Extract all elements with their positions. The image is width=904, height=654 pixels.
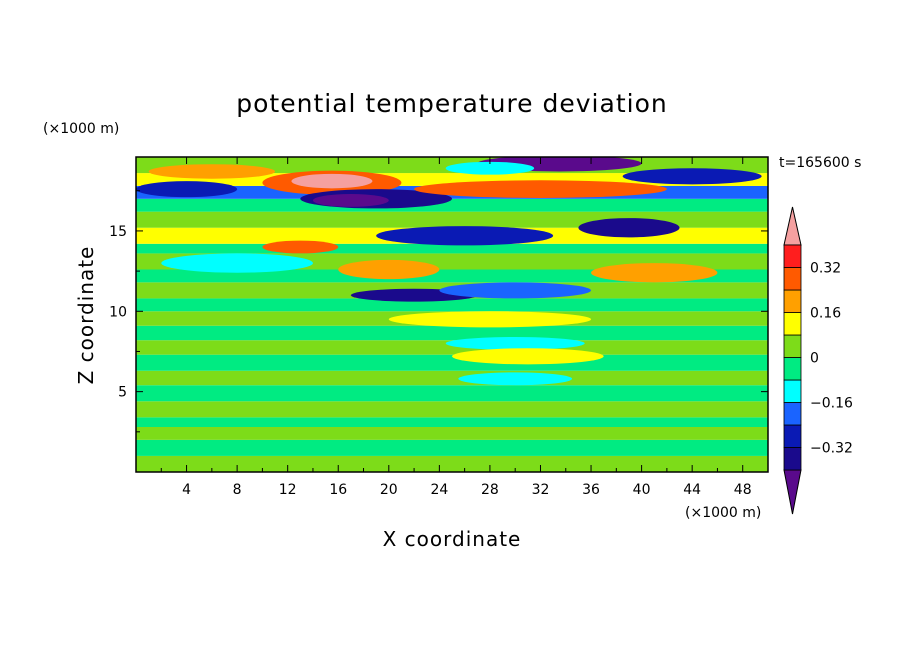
contour-band-11 xyxy=(136,298,768,312)
x-axis-unit: (×1000 m) xyxy=(685,505,761,521)
x-tick-label-44: 44 xyxy=(683,482,701,498)
x-tick-label-48: 48 xyxy=(734,482,752,498)
colorbar-tick-label-4: −0.32 xyxy=(810,441,853,457)
colorbar-swatch-3 xyxy=(783,379,802,403)
contour-feature-12 xyxy=(262,240,339,254)
x-tick-label-8: 8 xyxy=(233,482,242,498)
colorbar-swatch-6 xyxy=(783,312,802,336)
colorbar-tick-label-3: −0.16 xyxy=(810,396,853,412)
x-axis: 4 8 12 16 20 24 28 32 36 40 44 48 xyxy=(160,157,752,498)
y-tick-label-5: 5 xyxy=(118,385,127,401)
contour-feature-11 xyxy=(578,218,680,238)
colorbar-swatch-0 xyxy=(783,447,802,471)
x-tick-label-24: 24 xyxy=(430,482,448,498)
colorbar: 0.32 0.16 0 −0.16 −0.32 xyxy=(783,206,853,515)
y-axis: 5 10 15 xyxy=(109,190,768,433)
x-tick-label-12: 12 xyxy=(279,482,297,498)
y-tick-label-15: 15 xyxy=(109,224,127,240)
contour-feature-13 xyxy=(338,259,440,280)
y-axis-unit: (×1000 m) xyxy=(43,121,119,137)
y-axis-label: Z coordinate xyxy=(74,246,98,385)
time-label: t=165600 s xyxy=(779,155,861,171)
contour-feature-18 xyxy=(445,337,585,350)
contour-feature-7 xyxy=(414,180,667,198)
contour-feature-14 xyxy=(591,263,718,283)
contour-feature-1 xyxy=(291,173,373,189)
plot-frame xyxy=(135,156,769,473)
contour-feature-19 xyxy=(452,348,604,365)
contour-feature-8 xyxy=(622,168,762,185)
contour-band-0 xyxy=(136,455,768,472)
contour-band-18 xyxy=(136,198,768,212)
colorbar-tick-label-0: 0.32 xyxy=(810,261,841,277)
colorbar-swatch-2 xyxy=(783,402,802,426)
x-axis-label: X coordinate xyxy=(383,527,522,551)
contour-band-9 xyxy=(136,325,768,341)
contour-feature-17 xyxy=(439,282,592,299)
contour-feature-15 xyxy=(161,253,313,273)
contour-band-7 xyxy=(136,354,768,371)
contour-band-2 xyxy=(136,427,768,440)
x-tick-label-4: 4 xyxy=(182,482,191,498)
colorbar-extend-high xyxy=(783,206,802,246)
contour-feature-3 xyxy=(312,193,389,207)
plot-area xyxy=(136,157,768,472)
x-tick-label-20: 20 xyxy=(380,482,398,498)
contour-band-8 xyxy=(136,340,768,355)
contour-feature-9 xyxy=(445,161,535,175)
colorbar-tick-label-1: 0.16 xyxy=(810,306,841,322)
contour-band-5 xyxy=(136,385,768,402)
colorbar-swatch-4 xyxy=(783,357,802,381)
contour-feature-21 xyxy=(388,311,592,328)
contour-feature-20 xyxy=(458,372,573,386)
contour-feature-5 xyxy=(136,181,238,198)
x-tick-label-40: 40 xyxy=(633,482,651,498)
contour-feature-10 xyxy=(376,226,554,246)
colorbar-extend-low xyxy=(783,469,802,515)
x-tick-label-16: 16 xyxy=(329,482,347,498)
contour-band-1 xyxy=(136,439,768,456)
colorbar-swatch-8 xyxy=(783,267,802,291)
contour-feature-4 xyxy=(148,164,276,179)
x-tick-label-28: 28 xyxy=(481,482,499,498)
chart-title: potential temperature deviation xyxy=(236,89,667,118)
x-tick-label-36: 36 xyxy=(582,482,600,498)
x-tick-label-32: 32 xyxy=(532,482,550,498)
contour-band-3 xyxy=(136,417,768,427)
colorbar-swatch-5 xyxy=(783,334,802,358)
colorbar-tick-label-2: 0 xyxy=(810,351,819,367)
contour-band-15 xyxy=(136,243,768,254)
y-tick-label-10: 10 xyxy=(109,304,127,320)
colorbar-swatch-9 xyxy=(783,244,802,268)
colorbar-swatch-1 xyxy=(783,424,802,448)
contour-band-4 xyxy=(136,401,768,418)
contour-band-6 xyxy=(136,370,768,386)
colorbar-swatch-7 xyxy=(783,289,802,313)
